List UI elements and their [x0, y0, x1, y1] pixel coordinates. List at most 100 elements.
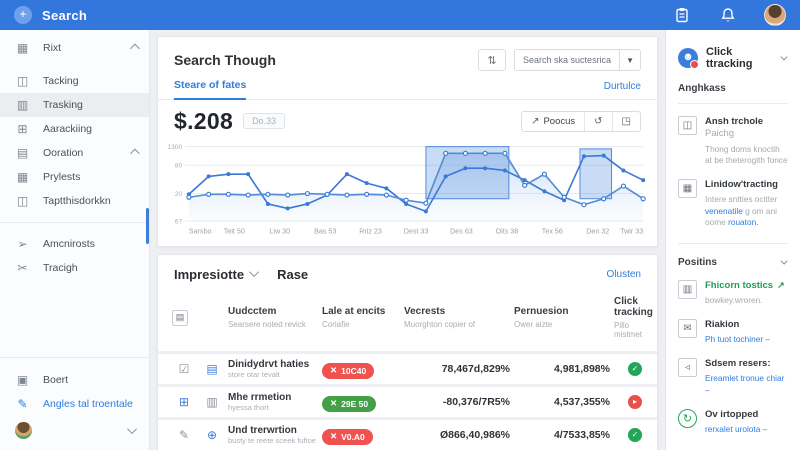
table-row[interactable]: ☑ ▤ Dinidydrvt haties store otar tevalt ✕ 10C…: [158, 351, 674, 384]
app-logo-icon: +: [14, 6, 32, 24]
badge-cell: ✕ V0.A0: [322, 426, 400, 445]
right-item-title: Ov irtopped: [705, 409, 767, 421]
user-avatar[interactable]: [764, 4, 786, 26]
desc-link[interactable]: rouaton.: [728, 217, 759, 228]
expand-button[interactable]: ◳: [611, 112, 640, 131]
tab-steare-of-fates[interactable]: Steare of fates: [174, 79, 247, 100]
metric-secondary: 4/7533,85%: [553, 429, 610, 442]
search-scope-select[interactable]: Search ska suctesrica ▼: [514, 49, 641, 71]
table-card: Impresiotte Rase Olusten ▤ Uudcctem Searse…: [157, 254, 674, 450]
sidebar-item-label: Prylests: [43, 171, 81, 183]
row-name: Und trerwrtion: [228, 425, 297, 437]
metric-primary: 78,467d,829%: [441, 363, 510, 376]
main-content: Search Though ⇅ Search ska suctesrica ▼ …: [150, 30, 674, 450]
right-panel-item-a-0[interactable]: ◫ Ansh trchole Paichg Thong doms knoctih a…: [678, 116, 788, 167]
right-item-title: Sdsem resers:: [705, 358, 788, 370]
filter-sort-button[interactable]: ⇅: [478, 49, 507, 71]
right-item-body: Riakion Ph tuot tochiner –: [705, 319, 770, 346]
row-subtext: store otar tevalt: [228, 370, 280, 380]
sidebar-item-label: Tacking: [43, 75, 79, 87]
right-item-title: Riakion: [705, 319, 770, 331]
cross-icon: ✕: [330, 398, 338, 408]
sidebar-item-taptthisdorkkn[interactable]: ◫ Taptthisdorkkn: [0, 189, 149, 213]
column-sublabel: Coriafie: [322, 320, 350, 330]
sidebar-item-boert[interactable]: ▣ Boert: [0, 368, 149, 392]
right-item-sublink[interactable]: Ph tuot tochiner –: [705, 334, 771, 345]
sidebar-item-rixt[interactable]: ▦ Rixt: [0, 36, 149, 60]
sidebar-item-aarackiing[interactable]: ⊞ Aarackiing: [0, 117, 149, 141]
tracking-avatar-icon: ☻: [678, 48, 699, 69]
table-row[interactable]: ✎ ⊕ Und trerwrtion busty te reete sceek fuf…: [158, 417, 674, 450]
chevron-down-icon[interactable]: [780, 53, 788, 60]
checkbox-icon: ☑: [178, 362, 190, 377]
metric-secondary: 4,981,898%: [553, 363, 610, 376]
table-subtitle: Rase: [277, 267, 309, 283]
mail-icon: ✉: [678, 319, 697, 339]
badge-cell: ✕ 29E 50: [322, 393, 400, 412]
search-scope-label: Search ska suctesrica: [523, 55, 612, 65]
scissors-icon: ✂: [17, 261, 28, 275]
title-text: Fhicorn tostics: [705, 280, 774, 292]
expand-icon: ◳: [621, 116, 631, 127]
sidebar-item-tracigh[interactable]: ✂ Tracigh: [0, 256, 149, 280]
status-up-icon: ✓: [628, 428, 642, 443]
calendar-icon: ⊞: [178, 395, 190, 410]
sidebar-item-amcnirosts[interactable]: ➢ Amcnirosts: [0, 232, 149, 256]
sidebar-item-trasking[interactable]: ▥ Trasking: [0, 93, 149, 117]
sidebar-item-ooration[interactable]: ▤ Ooration: [0, 141, 149, 165]
globe-icon: ⊕: [206, 428, 218, 443]
sidebar-scrollbar-thumb[interactable]: [146, 208, 149, 244]
chevron-down-icon[interactable]: [780, 257, 788, 265]
column-sublabel: Searsere noted revick: [228, 320, 306, 330]
document-icon: ▤: [206, 362, 218, 377]
notifications-bell-icon[interactable]: [720, 7, 736, 23]
column-label: Lale at encits: [322, 306, 386, 318]
svg-text:Rriz 23: Rriz 23: [359, 227, 382, 235]
search-line-chart[interactable]: 1300 80 20 67 Sarsbo Teit 50 Liw 30 Bas 53 Rriz …: [158, 135, 657, 238]
sidebar-item-label: Ooration: [43, 147, 84, 159]
column-header-4: Pernuesion Ower aizte: [514, 306, 610, 329]
external-link-icon[interactable]: ↗: [777, 280, 785, 291]
panel-icon: ◫: [16, 74, 29, 88]
chevron-down-icon[interactable]: [249, 267, 260, 278]
trend-arrow-icon: ↗: [531, 116, 540, 127]
title-text: Ov irtopped: [705, 408, 759, 420]
sidebar-item-label: Aarackiing: [43, 123, 93, 135]
svg-text:Teit 50: Teit 50: [224, 227, 245, 235]
sidebar-item-prylests[interactable]: ▦ Prylests: [0, 165, 149, 189]
title-suffix: Paichg: [705, 128, 735, 140]
sidebar-item-angles-tal-troentale[interactable]: ✎ Angles tal troentale: [0, 392, 149, 416]
clipboard-icon[interactable]: [674, 7, 690, 23]
svg-text:1300: 1300: [167, 144, 182, 151]
right-panel-title: Click ttracking: [706, 46, 753, 70]
send-icon: ➢: [17, 237, 28, 251]
column-label: Vecrests: [404, 306, 446, 318]
right-item-sublink[interactable]: Ereamlet tronue chiar –: [705, 373, 785, 395]
metric-primary: Ø866,40,986%: [439, 429, 510, 442]
right-item-title: Linidow'tracting: [705, 179, 788, 191]
right-item-sublink[interactable]: rerxalet urolota –: [705, 423, 768, 434]
divider: [678, 103, 788, 104]
svg-text:Bas 53: Bas 53: [314, 227, 336, 235]
olusten-link[interactable]: Olusten: [606, 269, 641, 281]
grid-icon: ⊞: [17, 122, 28, 136]
right-panel-item-a-1[interactable]: ▦ Linidow'tracting Intere sntties ocitter …: [678, 178, 788, 229]
desc-link[interactable]: venenatile: [705, 205, 743, 216]
right-panel-item-b-1[interactable]: ✉ Riakion Ph tuot tochiner –: [678, 319, 788, 346]
durtulce-link[interactable]: Durtulce: [603, 81, 641, 92]
table-row[interactable]: ⊞ ▥ Mhe rrmetion hyessa thort ✕ 29E 50 -80,376…: [158, 384, 674, 417]
divider: [678, 243, 788, 245]
right-panel-item-b-2[interactable]: ◃ Sdsem resers: Ereamlet tronue chiar –: [678, 357, 788, 397]
right-panel-item-b-3[interactable]: ↻ Ov irtopped rerxalet urolota –: [678, 408, 788, 436]
image-icon: ▦: [678, 178, 697, 198]
section-anghkass: Anghkass: [678, 83, 726, 94]
column-header-1: Uudcctem Searsere noted revick: [228, 306, 318, 329]
sidebar-user-row[interactable]: [0, 416, 149, 450]
sidebar-item-tacking[interactable]: ◫ Tacking: [0, 69, 149, 93]
undo-button[interactable]: ↺: [584, 112, 611, 131]
focus-button[interactable]: ↗ Poocus: [531, 116, 576, 127]
row-name-cell: Dinidydrvt haties store otar tevalt: [228, 359, 318, 379]
table-title: Impresiotte: [174, 267, 245, 283]
svg-text:Des 63: Des 63: [450, 227, 473, 235]
right-panel-item-b-0[interactable]: ▥ Fhicorn tostics ↗ bowkey.wroren.: [678, 280, 788, 307]
